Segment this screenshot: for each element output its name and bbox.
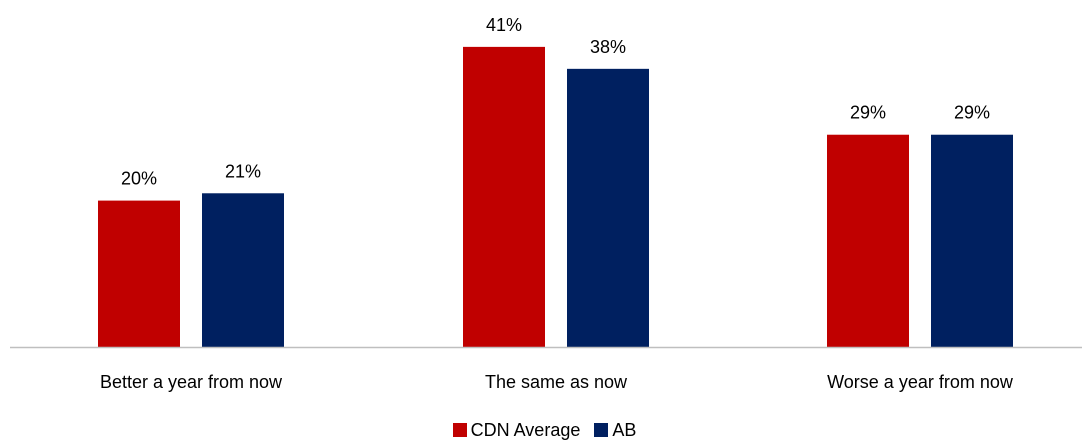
category-label-better-a-year-from-now: Better a year from now (100, 372, 283, 392)
bar-cdn-average-worse-a-year-from-now (827, 134, 909, 347)
legend-swatch-ab (594, 423, 609, 437)
legend-label-ab: AB (612, 419, 637, 440)
data-label-cdn-average-the-same-as-now: 41% (486, 15, 522, 35)
data-label-cdn-average-better-a-year-from-now: 20% (121, 169, 157, 189)
data-label-cdn-average-worse-a-year-from-now: 29% (850, 103, 886, 123)
legend-item-ab: AB (594, 420, 636, 441)
bar-ab-worse-a-year-from-now (931, 134, 1013, 347)
bar-cdn-average-better-a-year-from-now (98, 200, 180, 347)
chart-legend: CDN Average AB (0, 419, 1089, 441)
category-label-worse-a-year-from-now: Worse a year from now (827, 372, 1014, 392)
legend-label-cdn-average: CDN Average (470, 419, 581, 440)
bar-cdn-average-the-same-as-now (463, 46, 545, 347)
data-label-ab-worse-a-year-from-now: 29% (954, 103, 990, 123)
data-label-ab-better-a-year-from-now: 21% (225, 161, 261, 181)
bar-ab-better-a-year-from-now (202, 193, 284, 347)
legend-item-cdn-average: CDN Average (452, 419, 581, 441)
bar-ab-the-same-as-now (567, 68, 649, 347)
data-label-ab-the-same-as-now: 38% (590, 37, 626, 57)
legend-swatch-cdn-average (452, 423, 467, 437)
category-label-the-same-as-now: The same as now (485, 372, 628, 392)
